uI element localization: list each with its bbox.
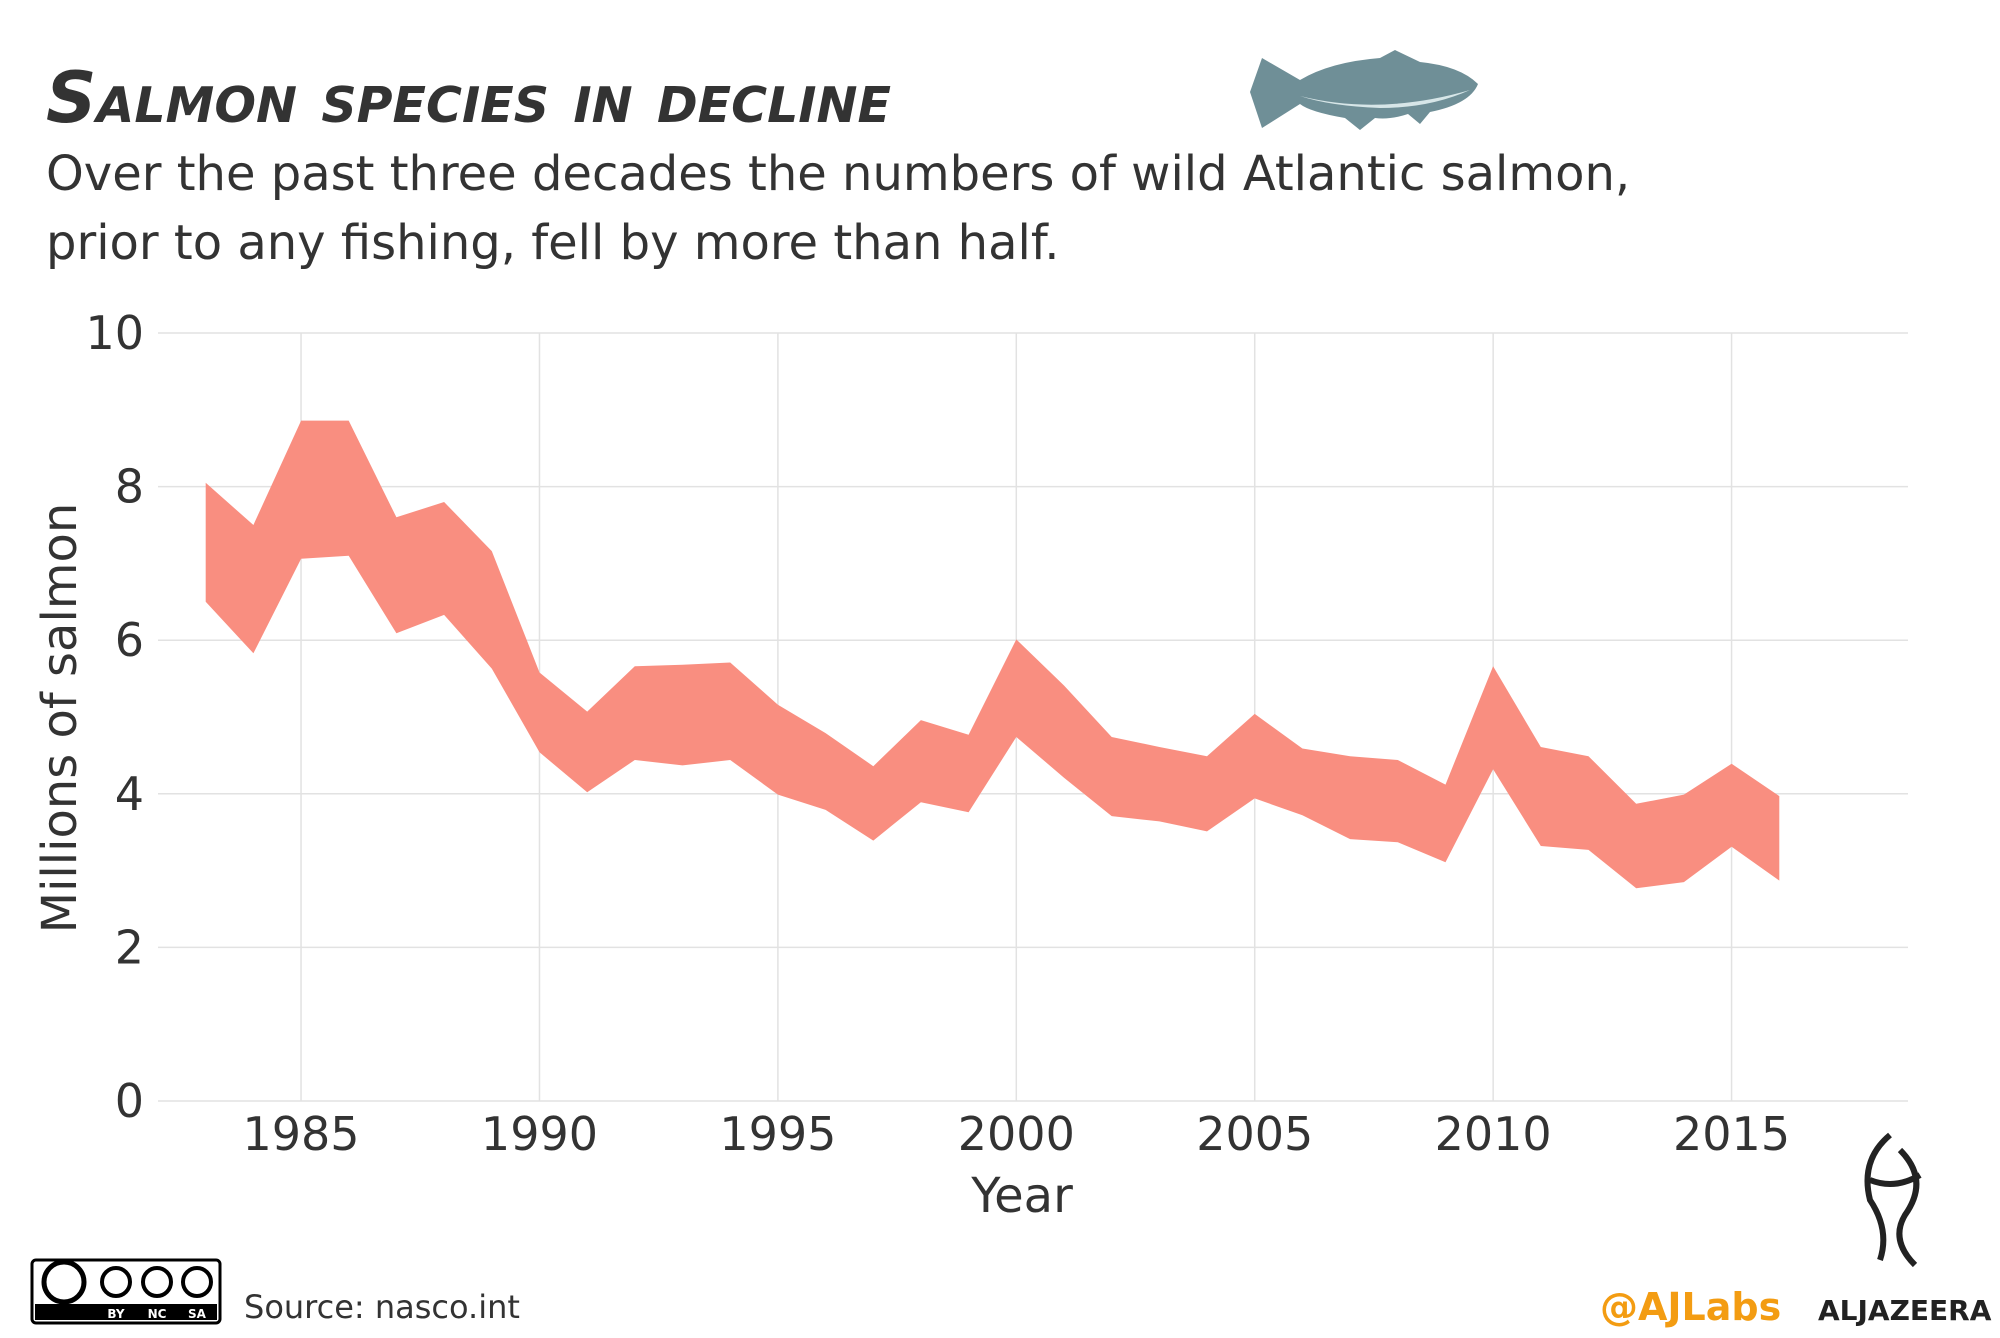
x-tick-label: 2010 [1435,1107,1552,1161]
license-label: NC [148,1307,167,1321]
subtitle: prior to any fishing, fell by more than … [46,215,1060,271]
x-tick-label: 2000 [958,1107,1075,1161]
x-tick-label: 2015 [1673,1107,1790,1161]
subtitle: Over the past three decades the numbers … [46,146,1630,202]
x-tick-label: 1985 [243,1107,360,1161]
handle: @AJLabs [1600,1285,1781,1329]
brand-logo [1864,1132,1922,1268]
range-band [205,420,1780,889]
fish-icon [1250,50,1478,130]
y-tick-label: 0 [115,1074,144,1128]
y-tick-label: 4 [115,767,144,821]
y-tick-label: 8 [115,460,144,514]
y-tick-label: 10 [85,306,144,360]
license-label: SA [188,1307,207,1321]
x-tick-label: 2005 [1196,1107,1313,1161]
y-tick-label: 2 [115,920,144,974]
license-badge: BY NC SA [30,1258,222,1325]
y-tick-label: 6 [115,613,144,667]
x-axis-label: Year [970,1168,1073,1224]
license-label: BY [107,1307,124,1321]
brand: ALJAZEERA [1818,1294,1992,1327]
x-tick-label: 1995 [719,1107,836,1161]
chart-title: Salmon species in decline [46,57,891,139]
source: Source: nasco.int [244,1288,520,1326]
y-axis-label: Millions of salmon [32,503,88,934]
x-tick-label: 1990 [481,1107,598,1161]
